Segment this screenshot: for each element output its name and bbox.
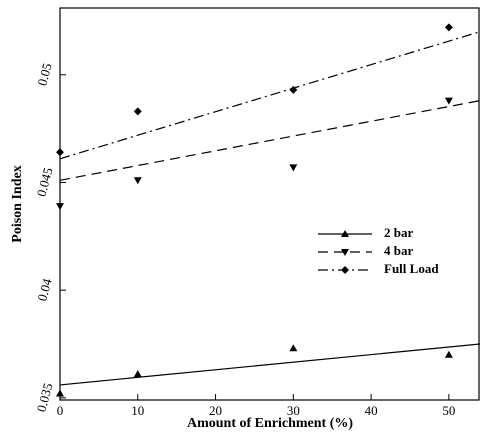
plot-frame [59, 7, 480, 401]
data-point [56, 389, 64, 397]
x-tick-label: 20 [209, 403, 222, 418]
y-tick-label: 0.04 [34, 276, 55, 302]
x-tick-label: 30 [287, 403, 300, 418]
y-axis-title: Poison Index [10, 165, 25, 242]
legend-label: 2 bar [384, 225, 413, 240]
data-point [444, 23, 453, 32]
data-point [444, 97, 453, 105]
y-tick-label: 0.045 [34, 166, 56, 198]
data-point [133, 370, 142, 378]
trend-line [59, 343, 480, 386]
y-tick-label: 0.05 [34, 61, 54, 87]
y-tick-label: 0.035 [34, 381, 56, 413]
x-tick-label: 10 [131, 403, 144, 418]
data-point [289, 85, 298, 94]
legend-marker [341, 230, 349, 237]
legend-label: 4 bar [384, 243, 413, 258]
trend-line [59, 100, 480, 181]
data-point [289, 344, 298, 352]
data-point [133, 107, 142, 116]
x-tick-label: 0 [57, 403, 64, 418]
trend-line [59, 31, 480, 160]
data-point [444, 350, 453, 358]
x-tick-label: 50 [442, 403, 455, 418]
legend-marker [341, 266, 349, 274]
x-axis-title: Amount of Enrichment (%) [187, 416, 353, 431]
data-point [289, 164, 298, 172]
legend-marker [341, 249, 349, 256]
data-point [56, 148, 64, 157]
x-tick-label: 40 [365, 403, 378, 418]
data-point [56, 203, 64, 211]
data-point [133, 177, 142, 185]
legend-label: Full Load [384, 261, 439, 276]
